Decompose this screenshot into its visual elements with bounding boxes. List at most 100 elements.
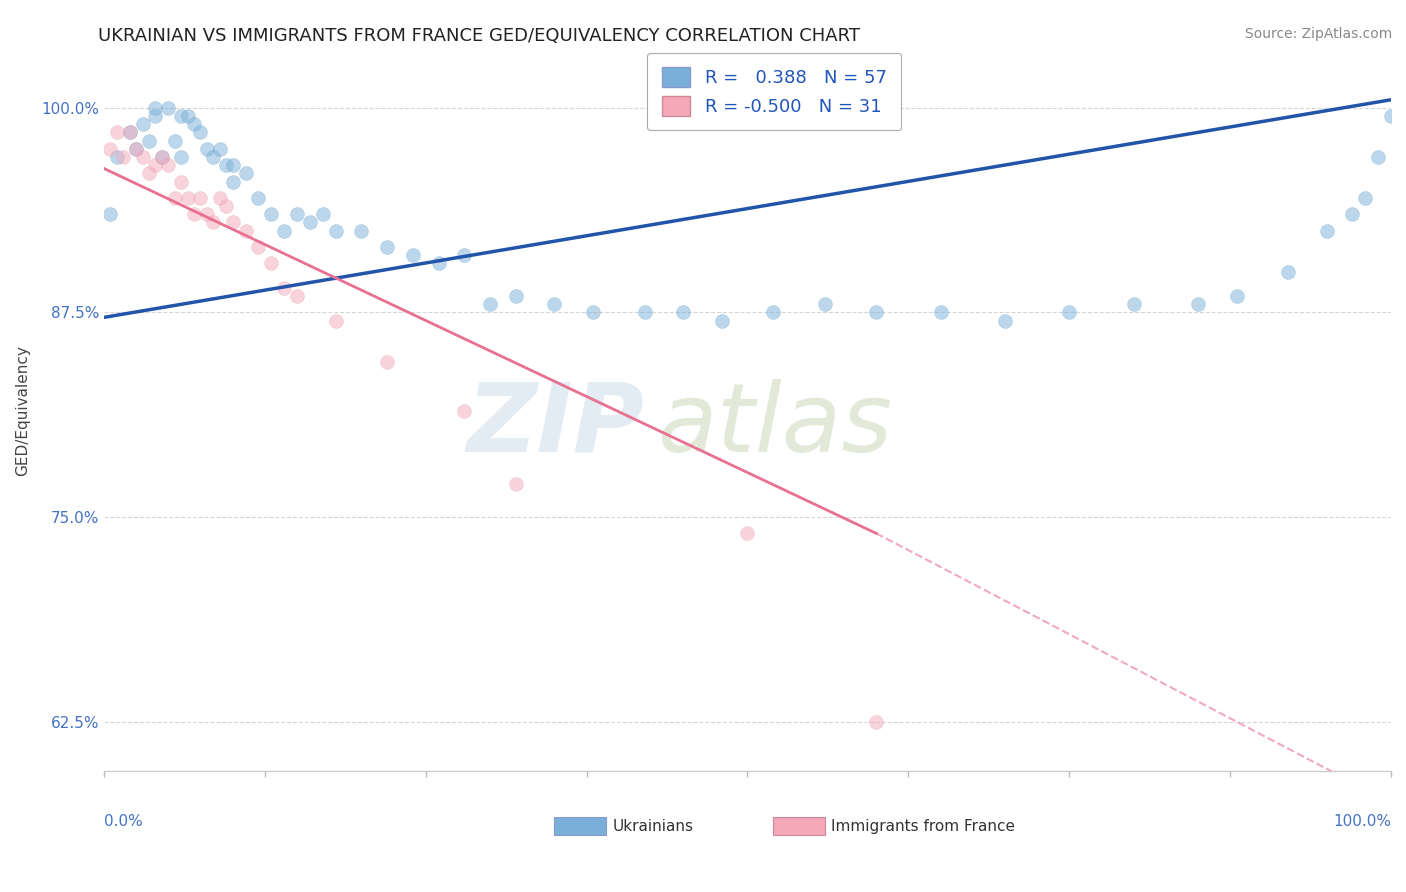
Point: [195, 207, 218, 221]
Point: [285, 289, 308, 303]
Point: [994, 313, 1017, 327]
Point: [150, 150, 173, 164]
FancyBboxPatch shape: [773, 817, 825, 836]
Point: [221, 158, 243, 172]
Point: [260, 256, 283, 270]
Point: [325, 224, 347, 238]
Point: [814, 297, 837, 311]
Point: [145, 109, 167, 123]
Point: [202, 150, 225, 164]
Point: [929, 305, 952, 319]
Point: [1354, 191, 1376, 205]
Point: [543, 297, 565, 311]
Point: [453, 248, 475, 262]
Point: [453, 403, 475, 417]
Point: [202, 215, 225, 229]
Point: [1367, 150, 1389, 164]
Point: [350, 224, 373, 238]
Text: Ukrainians: Ukrainians: [613, 819, 693, 834]
Point: [633, 305, 655, 319]
Text: ZIP: ZIP: [467, 378, 644, 472]
Point: [1187, 297, 1209, 311]
Point: [131, 117, 153, 131]
Point: [427, 256, 450, 270]
Point: [325, 313, 347, 327]
Point: [273, 224, 295, 238]
Point: [582, 305, 605, 319]
Point: [105, 126, 128, 140]
Point: [125, 142, 148, 156]
Point: [163, 134, 186, 148]
Point: [1057, 305, 1080, 319]
Point: [1122, 297, 1144, 311]
Point: [183, 117, 205, 131]
Point: [157, 158, 180, 172]
Point: [176, 109, 198, 123]
Point: [479, 297, 502, 311]
Point: [176, 191, 198, 205]
Point: [762, 305, 785, 319]
Point: [285, 207, 308, 221]
Point: [208, 142, 231, 156]
Text: Source: ZipAtlas.com: Source: ZipAtlas.com: [1244, 27, 1392, 41]
Point: [221, 175, 243, 189]
Point: [1379, 109, 1402, 123]
Legend: R =   0.388   N = 57, R = -0.500   N = 31: R = 0.388 N = 57, R = -0.500 N = 31: [647, 53, 901, 130]
Point: [312, 207, 335, 221]
Point: [145, 101, 167, 115]
Point: [138, 134, 160, 148]
Point: [737, 526, 759, 541]
Point: [505, 289, 527, 303]
Point: [1316, 224, 1339, 238]
Point: [865, 305, 887, 319]
Point: [1225, 289, 1247, 303]
Text: Immigrants from France: Immigrants from France: [831, 819, 1015, 834]
Point: [273, 281, 295, 295]
Point: [112, 150, 135, 164]
Point: [138, 166, 160, 180]
Text: 100.0%: 100.0%: [1333, 814, 1391, 829]
Point: [375, 354, 398, 368]
Point: [235, 166, 257, 180]
Point: [105, 150, 128, 164]
Point: [247, 191, 270, 205]
Point: [298, 215, 321, 229]
Point: [125, 142, 148, 156]
Point: [190, 126, 212, 140]
Point: [247, 240, 270, 254]
Point: [215, 199, 238, 213]
Point: [865, 714, 887, 729]
Point: [131, 150, 153, 164]
FancyBboxPatch shape: [554, 817, 606, 836]
Text: UKRAINIAN VS IMMIGRANTS FROM FRANCE GED/EQUIVALENCY CORRELATION CHART: UKRAINIAN VS IMMIGRANTS FROM FRANCE GED/…: [98, 27, 860, 45]
Point: [672, 305, 695, 319]
Point: [100, 207, 122, 221]
Point: [163, 191, 186, 205]
Point: [505, 477, 527, 491]
Text: 0.0%: 0.0%: [104, 814, 143, 829]
Point: [190, 191, 212, 205]
Point: [1277, 264, 1299, 278]
Point: [170, 175, 193, 189]
Point: [195, 142, 218, 156]
Point: [1341, 207, 1364, 221]
Point: [183, 207, 205, 221]
Point: [157, 101, 180, 115]
Point: [208, 191, 231, 205]
Point: [170, 109, 193, 123]
Point: [710, 313, 733, 327]
Text: atlas: atlas: [658, 378, 893, 472]
Point: [402, 248, 425, 262]
Point: [235, 224, 257, 238]
Point: [118, 126, 141, 140]
Point: [145, 158, 167, 172]
Y-axis label: GED/Equivalency: GED/Equivalency: [15, 345, 30, 476]
Point: [260, 207, 283, 221]
Point: [150, 150, 173, 164]
Point: [221, 215, 243, 229]
Point: [215, 158, 238, 172]
Point: [375, 240, 398, 254]
Point: [118, 126, 141, 140]
Point: [100, 142, 122, 156]
Point: [170, 150, 193, 164]
